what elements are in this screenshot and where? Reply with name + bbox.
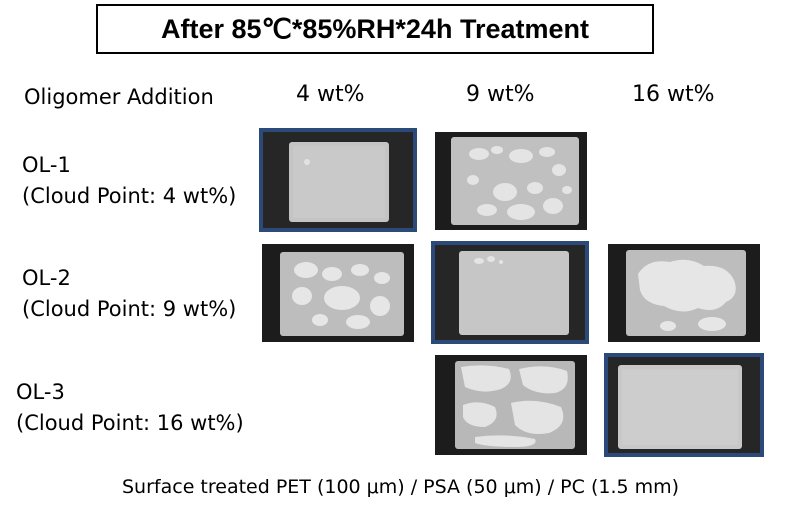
row-name: OL-1 xyxy=(22,153,71,177)
column-header-9wt: 9 wt% xyxy=(466,82,535,107)
sample-image xyxy=(435,245,585,340)
sample-image xyxy=(262,244,414,342)
row-header-label: Oligomer Addition xyxy=(24,85,214,109)
sample-image xyxy=(435,355,587,455)
page-title: After 85℃*85%RH*24h Treatment xyxy=(96,4,654,54)
row-label-ol-1: OL-1 (Cloud Point: 4 wt%) xyxy=(22,150,236,212)
row-cloud-point: (Cloud Point: 4 wt%) xyxy=(22,184,237,208)
sample-ol2-16wt xyxy=(608,244,760,342)
column-header-16wt: 16 wt% xyxy=(632,82,715,107)
row-name: OL-3 xyxy=(16,380,65,404)
sample-image xyxy=(435,132,587,230)
sample-image xyxy=(608,357,760,453)
row-cloud-point: (Cloud Point: 9 wt%) xyxy=(22,297,237,321)
sample-ol2-4wt xyxy=(262,244,414,342)
sample-image xyxy=(263,132,413,228)
sample-ol1-4wt xyxy=(259,128,417,232)
column-header-4wt: 4 wt% xyxy=(296,82,365,107)
row-label-ol-2: OL-2 (Cloud Point: 9 wt%) xyxy=(22,263,236,325)
row-cloud-point: (Cloud Point: 16 wt%) xyxy=(16,411,244,435)
sample-structure-caption: Surface treated PET (100 μm) / PSA (50 μ… xyxy=(122,476,680,498)
sample-ol3-9wt xyxy=(435,355,587,455)
row-label-ol-3: OL-3 (Cloud Point: 16 wt%) xyxy=(16,377,244,439)
sample-image xyxy=(608,244,760,342)
sample-ol2-9wt xyxy=(431,241,589,344)
sample-ol1-9wt xyxy=(435,132,587,230)
sample-ol3-16wt xyxy=(604,353,764,457)
row-name: OL-2 xyxy=(22,266,71,290)
